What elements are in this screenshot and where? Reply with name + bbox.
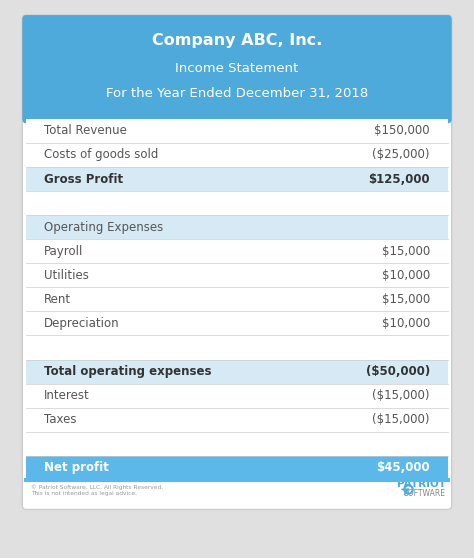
- Text: Income Statement: Income Statement: [175, 62, 299, 75]
- Bar: [26, 167, 448, 191]
- Bar: [26, 191, 448, 215]
- Text: Utilities: Utilities: [44, 269, 89, 282]
- Text: Depreciation: Depreciation: [44, 317, 120, 330]
- Text: Company ABC, Inc.: Company ABC, Inc.: [152, 33, 322, 48]
- Text: Total Revenue: Total Revenue: [44, 124, 127, 137]
- Text: Net profit: Net profit: [44, 461, 109, 474]
- Bar: [26, 383, 448, 408]
- Text: ($25,000): ($25,000): [373, 148, 430, 161]
- Bar: [26, 287, 448, 311]
- Text: SOFTWARE: SOFTWARE: [403, 489, 446, 498]
- Text: © Patriot Software, LLC. All Rights Reserved.: © Patriot Software, LLC. All Rights Rese…: [31, 484, 163, 490]
- Bar: [26, 432, 448, 456]
- Bar: [26, 359, 448, 383]
- Bar: [26, 84, 448, 119]
- Text: Costs of goods sold: Costs of goods sold: [44, 148, 158, 161]
- Text: $15,000: $15,000: [382, 293, 430, 306]
- Text: Gross Profit: Gross Profit: [44, 172, 123, 185]
- Bar: [26, 335, 448, 359]
- Text: Total operating expenses: Total operating expenses: [44, 365, 211, 378]
- FancyBboxPatch shape: [22, 15, 452, 509]
- Text: For the Year Ended December 31, 2018: For the Year Ended December 31, 2018: [106, 87, 368, 100]
- Text: PATRIOT: PATRIOT: [397, 479, 446, 489]
- Text: ($50,000): ($50,000): [365, 365, 430, 378]
- Bar: [26, 119, 448, 143]
- Bar: [26, 311, 448, 335]
- FancyBboxPatch shape: [22, 15, 452, 123]
- Text: Operating Expenses: Operating Expenses: [44, 220, 164, 234]
- Text: ($15,000): ($15,000): [373, 413, 430, 426]
- Bar: [26, 143, 448, 167]
- Text: $10,000: $10,000: [382, 317, 430, 330]
- Text: ($15,000): ($15,000): [373, 389, 430, 402]
- Bar: [26, 408, 448, 432]
- Text: Payroll: Payroll: [44, 245, 83, 258]
- Text: $45,000: $45,000: [376, 461, 430, 474]
- Text: This is not intended as legal advice.: This is not intended as legal advice.: [31, 492, 137, 496]
- Text: $150,000: $150,000: [374, 124, 430, 137]
- Text: $15,000: $15,000: [382, 245, 430, 258]
- Text: $125,000: $125,000: [368, 172, 430, 185]
- Text: Interest: Interest: [44, 389, 90, 402]
- Text: Rent: Rent: [44, 293, 71, 306]
- Text: Taxes: Taxes: [44, 413, 77, 426]
- Bar: [26, 239, 448, 263]
- Bar: [26, 263, 448, 287]
- Text: $10,000: $10,000: [382, 269, 430, 282]
- Bar: [26, 215, 448, 239]
- Bar: [26, 456, 448, 480]
